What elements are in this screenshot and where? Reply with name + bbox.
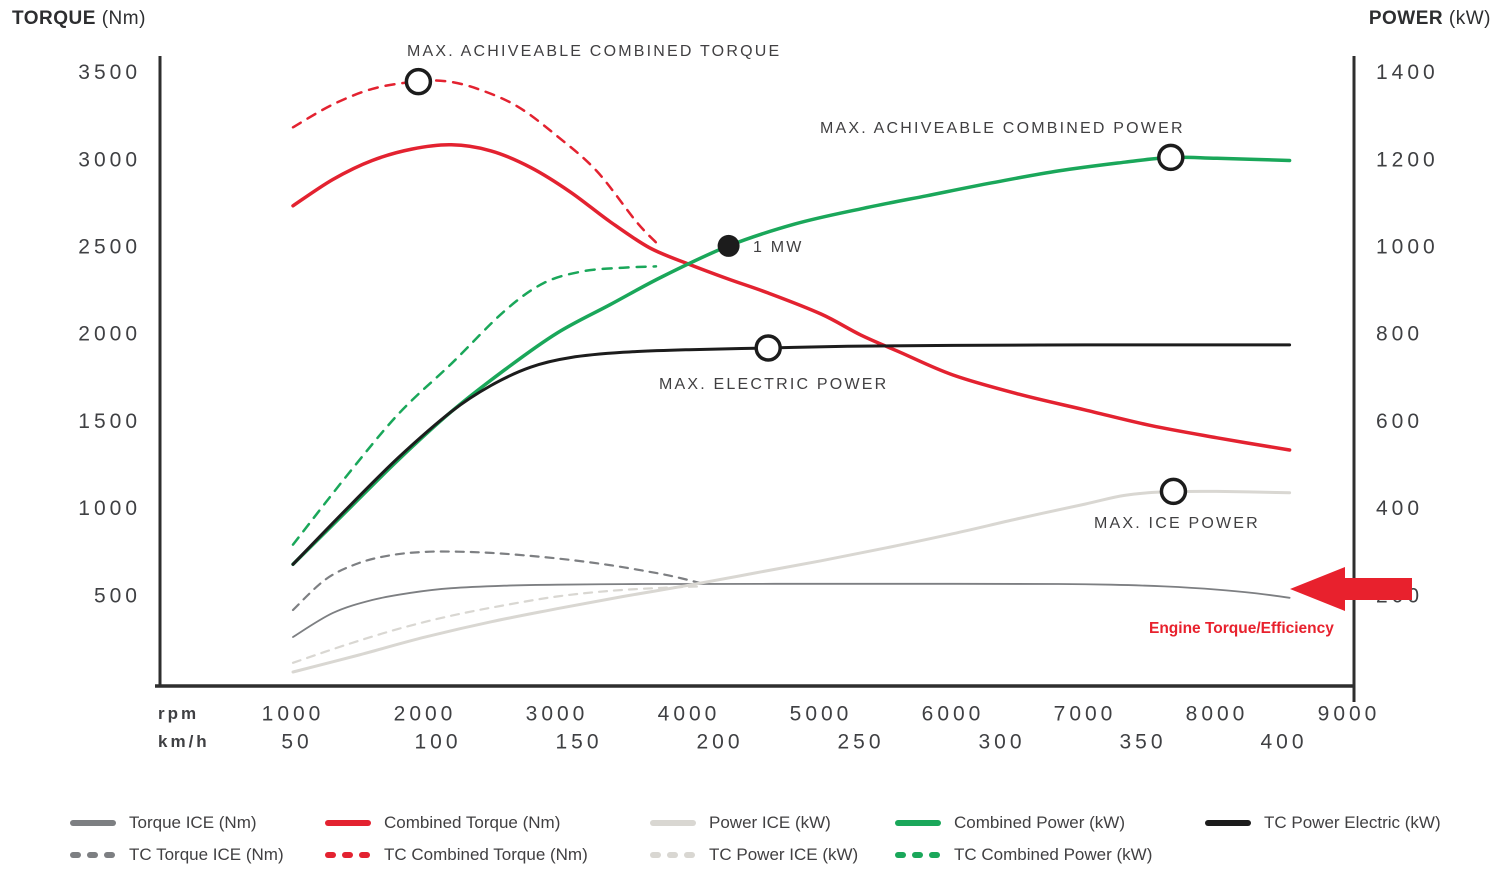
legend-item-combined-power: Combined Power (kW) <box>895 812 1125 834</box>
legend-label-combined-torque: Combined Torque (Nm) <box>384 813 561 832</box>
torque-tick-3500: 3500 <box>78 61 141 84</box>
kmh-tick-200: 200 <box>696 731 743 754</box>
kmh-tick-150: 150 <box>555 731 602 754</box>
legend-item-tc-torque-ice: TC Torque ICE (Nm) <box>70 844 284 866</box>
legend-label-torque-ice: Torque ICE (Nm) <box>129 813 257 832</box>
engine-torque-efficiency-note: Engine Torque/Efficiency <box>1149 620 1334 637</box>
power-tick-1400: 1400 <box>1376 61 1439 84</box>
torque-tick-1000: 1000 <box>78 497 141 520</box>
kmh-tick-100: 100 <box>414 731 461 754</box>
legend-label-combined-power: Combined Power (kW) <box>954 813 1125 832</box>
legend-swatch-combined-torque <box>325 820 371 826</box>
legend-swatch-tc-combined-torque <box>325 852 371 858</box>
rpm-tick-7000: 7000 <box>1054 703 1117 726</box>
curve-combined-power <box>291 155 1292 567</box>
torque-tick-3000: 3000 <box>78 148 141 171</box>
max-combined-torque-label: MAX. ACHIVEABLE COMBINED TORQUE <box>407 43 782 60</box>
torque-tick-2000: 2000 <box>78 323 141 346</box>
power-tick-400: 400 <box>1376 497 1423 520</box>
power-tick-1200: 1200 <box>1376 148 1439 171</box>
rpm-tick-5000: 5000 <box>790 703 853 726</box>
legend-swatch-tc-combined-power <box>895 852 941 858</box>
curve-combined-torque <box>291 143 1292 452</box>
rpm-row-header: rpm <box>158 704 199 723</box>
legend-swatch-power-ice <box>650 820 696 826</box>
right-axis-title-main: POWER <box>1368 8 1444 29</box>
power-tick-800: 800 <box>1376 323 1423 346</box>
one-mw-label: 1 MW <box>753 239 804 256</box>
legend-item-tc-combined-torque: TC Combined Torque (Nm) <box>325 844 588 866</box>
kmh-tick-400: 400 <box>1260 731 1307 754</box>
kmh-tick-350: 350 <box>1119 731 1166 754</box>
legend-item-tc-power-ice: TC Power ICE (kW) <box>650 844 858 866</box>
left-axis-title-main: TORQUE <box>12 8 96 29</box>
rpm-tick-6000: 6000 <box>922 703 985 726</box>
legend-label-tc-power-electric: TC Power Electric (kW) <box>1264 813 1441 832</box>
rpm-tick-1000: 1000 <box>262 703 325 726</box>
legend-swatch-tc-power-electric <box>1205 820 1251 826</box>
rpm-tick-8000: 8000 <box>1186 703 1249 726</box>
legend-item-tc-combined-power: TC Combined Power (kW) <box>895 844 1152 866</box>
torque-tick-500: 500 <box>94 584 141 607</box>
right-axis-title-unit: (kW) <box>1448 8 1491 29</box>
kmh-tick-300: 300 <box>978 731 1025 754</box>
max-ice-power-label: MAX. ICE POWER <box>1094 515 1260 532</box>
power-tick-1000: 1000 <box>1376 235 1439 258</box>
legend-item-power-ice: Power ICE (kW) <box>650 812 831 834</box>
legend-item-combined-torque: Combined Torque (Nm) <box>325 812 560 834</box>
legend-swatch-tc-torque-ice <box>70 852 116 858</box>
legend-label-power-ice: Power ICE (kW) <box>709 813 831 832</box>
curve-tc-torque-ice <box>291 550 701 612</box>
max-ice-power-marker <box>1159 477 1188 506</box>
legend-label-tc-torque-ice: TC Torque ICE (Nm) <box>129 845 284 864</box>
legend-swatch-tc-power-ice <box>650 852 696 858</box>
legend-label-tc-power-ice: TC Power ICE (kW) <box>709 845 859 864</box>
right-axis-title: POWER (kW) <box>1369 8 1491 30</box>
torque-tick-2500: 2500 <box>78 235 141 258</box>
curve-tc-combined-power <box>291 265 658 546</box>
max-combined-power-marker <box>1157 143 1185 172</box>
one-mw-marker <box>717 234 740 257</box>
torque-tick-1500: 1500 <box>78 410 141 433</box>
rpm-tick-9000: 9000 <box>1318 703 1381 726</box>
rpm-tick-3000: 3000 <box>526 703 589 726</box>
kmh-row-header: km/h <box>158 732 210 751</box>
legend-item-tc-power-electric: TC Power Electric (kW) <box>1205 812 1441 834</box>
max-combined-power-label: MAX. ACHIVEABLE COMBINED POWER <box>820 120 1185 137</box>
max-electric-power-marker <box>754 334 782 362</box>
left-axis-title-unit: (Nm) <box>101 8 146 29</box>
legend-swatch-combined-power <box>895 820 941 826</box>
engine-torque-arrow <box>1290 567 1412 611</box>
rpm-tick-2000: 2000 <box>394 703 457 726</box>
kmh-tick-250: 250 <box>837 731 884 754</box>
legend-item-torque-ice: Torque ICE (Nm) <box>70 812 257 834</box>
curve-tc-combined-torque <box>291 79 658 244</box>
rpm-tick-4000: 4000 <box>658 703 721 726</box>
max-electric-power-label: MAX. ELECTRIC POWER <box>659 376 889 393</box>
legend-label-tc-combined-torque: TC Combined Torque (Nm) <box>384 845 588 864</box>
left-axis-title: TORQUE (Nm) <box>12 8 146 30</box>
legend-swatch-torque-ice <box>70 820 116 826</box>
max-combined-torque-marker <box>404 67 433 96</box>
power-tick-600: 600 <box>1376 410 1423 433</box>
curve-power-ice <box>291 489 1292 674</box>
curve-tc-power-electric <box>291 343 1292 566</box>
curve-torque-ice <box>292 582 1291 638</box>
curve-tc-power-ice <box>291 585 701 664</box>
legend-label-tc-combined-power: TC Combined Power (kW) <box>954 845 1153 864</box>
kmh-tick-50: 50 <box>281 731 312 754</box>
